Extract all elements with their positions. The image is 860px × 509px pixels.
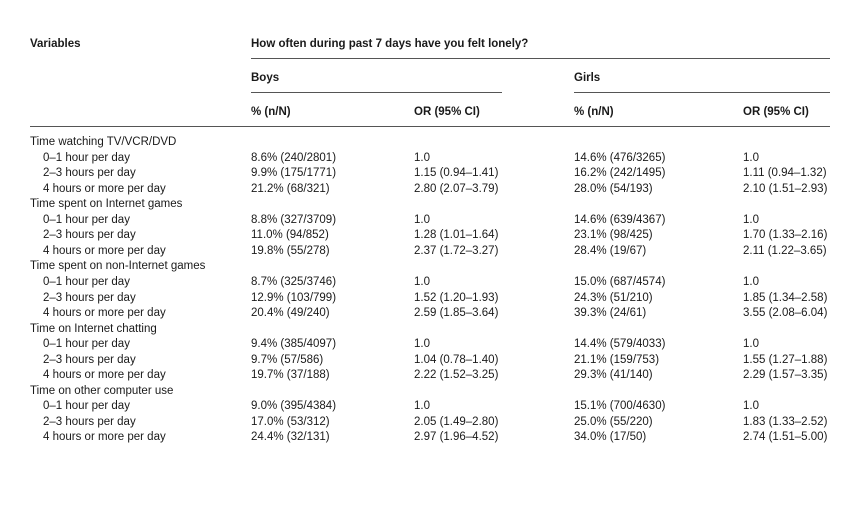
row-label: 0–1 hour per day <box>43 400 130 413</box>
girls-percent-cell: 29.3% (41/140) <box>574 369 653 382</box>
boys-percent-cell: 17.0% (53/312) <box>251 415 330 428</box>
question-header: How often during past 7 days have you fe… <box>251 38 529 50</box>
boys-or-cell: 1.0 <box>414 275 430 288</box>
girls-percent-cell: 25.0% (55/220) <box>574 415 653 428</box>
row-label: 0–1 hour per day <box>43 213 130 226</box>
girls-percent-cell: 14.4% (579/4033) <box>574 338 666 351</box>
girls-or-cell: 1.11 (0.94–1.32) <box>743 167 827 180</box>
girls-or-cell: 1.0 <box>743 400 759 413</box>
boys-header: Boys <box>251 72 280 84</box>
boys-or-cell: 1.15 (0.94–1.41) <box>414 167 499 180</box>
boys-percent-cell: 9.0% (395/4384) <box>251 400 337 413</box>
boys-percent-cell: 12.9% (103/799) <box>251 291 337 304</box>
row-label: 2–3 hours per day <box>43 415 136 428</box>
row-label: 4 hours or more per day <box>43 244 166 257</box>
girls-or-cell: 1.70 (1.33–2.16) <box>743 229 828 242</box>
boys-percent-cell: 9.9% (175/1771) <box>251 167 337 180</box>
girls-percent-cell: 24.3% (51/210) <box>574 291 653 304</box>
group-label: Time spent on Internet games <box>30 198 183 211</box>
girls-or-cell: 1.85 (1.34–2.58) <box>743 291 828 304</box>
girls-or-cell: 1.0 <box>743 151 759 164</box>
girls-header: Girls <box>574 72 601 84</box>
boys-percent-cell: 24.4% (32/131) <box>251 431 330 444</box>
row-label: 4 hours or more per day <box>43 369 166 382</box>
boys-or-cell: 1.28 (1.01–1.64) <box>414 229 499 242</box>
girls-or-cell: 2.11 (1.22–3.65) <box>743 244 827 257</box>
girls-percent-cell: 14.6% (639/4367) <box>574 213 666 226</box>
or-boys-header: OR (95% CI) <box>414 106 480 118</box>
girls-or-cell: 2.10 (1.51–2.93) <box>743 182 828 195</box>
girls-percent-cell: 15.1% (700/4630) <box>574 400 666 413</box>
boys-or-cell: 2.59 (1.85–3.64) <box>414 307 499 320</box>
boys-or-cell: 2.37 (1.72–3.27) <box>414 244 499 257</box>
group-label: Time on other computer use <box>30 384 174 397</box>
group-label: Time watching TV/VCR/DVD <box>30 136 177 148</box>
boys-or-cell: 1.0 <box>414 400 430 413</box>
row-label: 0–1 hour per day <box>43 338 130 351</box>
boys-or-cell: 2.05 (1.49–2.80) <box>414 415 499 428</box>
boys-or-cell: 1.0 <box>414 151 430 164</box>
boys-percent-cell: 8.7% (325/3746) <box>251 275 337 288</box>
boys-percent-cell: 8.8% (327/3709) <box>251 213 337 226</box>
girls-percent-cell: 28.4% (19/67) <box>574 244 647 257</box>
girls-or-cell: 2.29 (1.57–3.35) <box>743 369 828 382</box>
row-label: 2–3 hours per day <box>43 229 136 242</box>
boys-percent-cell: 9.7% (57/586) <box>251 353 324 366</box>
pct-boys-header: % (n/N) <box>251 106 291 118</box>
boys-percent-cell: 20.4% (49/240) <box>251 307 330 320</box>
boys-or-cell: 2.80 (2.07–3.79) <box>414 182 499 195</box>
girls-percent-cell: 14.6% (476/3265) <box>574 151 666 164</box>
boys-or-cell: 1.0 <box>414 213 430 226</box>
boys-percent-cell: 11.0% (94/852) <box>251 229 329 242</box>
girls-percent-cell: 15.0% (687/4574) <box>574 275 666 288</box>
boys-or-cell: 1.52 (1.20–1.93) <box>414 291 499 304</box>
row-label: 2–3 hours per day <box>43 291 136 304</box>
row-label: 4 hours or more per day <box>43 307 166 320</box>
pct-girls-header: % (n/N) <box>574 106 614 118</box>
row-label: 2–3 hours per day <box>43 353 136 366</box>
girls-or-cell: 1.83 (1.33–2.52) <box>743 415 828 428</box>
girls-percent-cell: 21.1% (159/753) <box>574 353 660 366</box>
row-label: 0–1 hour per day <box>43 275 130 288</box>
boys-or-cell: 1.04 (0.78–1.40) <box>414 353 499 366</box>
rule-girls <box>574 92 830 93</box>
boys-or-cell: 2.97 (1.96–4.52) <box>414 431 499 444</box>
rule-header-bottom <box>30 126 830 127</box>
row-label: 4 hours or more per day <box>43 182 166 195</box>
group-label: Time on Internet chatting <box>30 322 157 335</box>
girls-percent-cell: 28.0% (54/193) <box>574 182 653 195</box>
girls-or-cell: 2.74 (1.51–5.00) <box>743 431 828 444</box>
boys-or-cell: 1.0 <box>414 338 430 351</box>
rule-boys <box>251 92 502 93</box>
girls-percent-cell: 34.0% (17/50) <box>574 431 647 444</box>
girls-or-cell: 1.55 (1.27–1.88) <box>743 353 828 366</box>
girls-percent-cell: 39.3% (24/61) <box>574 307 647 320</box>
row-label: 2–3 hours per day <box>43 167 136 180</box>
girls-or-cell: 1.0 <box>743 338 759 351</box>
rule-question <box>251 58 830 59</box>
girls-or-cell: 1.0 <box>743 213 759 226</box>
girls-or-cell: 3.55 (2.08–6.04) <box>743 307 828 320</box>
girls-percent-cell: 16.2% (242/1495) <box>574 167 666 180</box>
girls-or-cell: 1.0 <box>743 275 759 288</box>
boys-percent-cell: 9.4% (385/4097) <box>251 338 337 351</box>
girls-percent-cell: 23.1% (98/425) <box>574 229 653 242</box>
group-label: Time spent on non-Internet games <box>30 260 206 273</box>
row-label: 0–1 hour per day <box>43 151 130 164</box>
boys-or-cell: 2.22 (1.52–3.25) <box>414 369 499 382</box>
boys-percent-cell: 19.8% (55/278) <box>251 244 330 257</box>
boys-percent-cell: 8.6% (240/2801) <box>251 151 337 164</box>
row-label: 4 hours or more per day <box>43 431 166 444</box>
boys-percent-cell: 21.2% (68/321) <box>251 182 330 195</box>
boys-percent-cell: 19.7% (37/188) <box>251 369 330 382</box>
variables-header: Variables <box>30 38 81 50</box>
or-girls-header: OR (95% CI) <box>743 106 809 118</box>
